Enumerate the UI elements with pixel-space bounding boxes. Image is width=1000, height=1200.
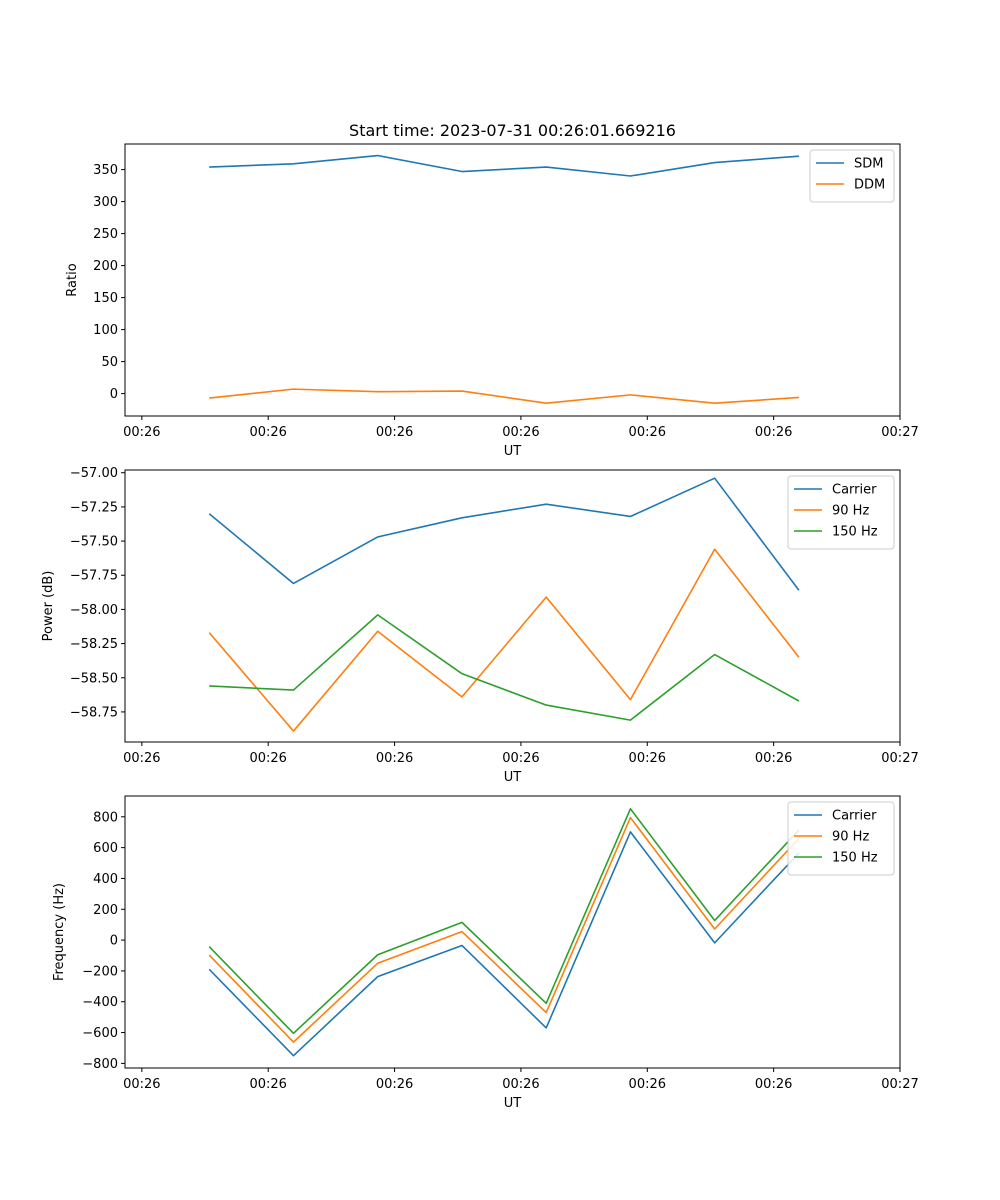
axes-frame <box>124 143 901 417</box>
y-tick-label: 200 <box>93 903 118 918</box>
y-tick-label: −58.50 <box>70 671 118 686</box>
x-tick-label: 00:26 <box>755 1077 792 1092</box>
series-line-90-hz <box>208 816 800 1043</box>
y-tick-label: −57.00 <box>70 466 118 481</box>
legend: SDM DDM <box>809 149 895 203</box>
series-line-carrier <box>208 831 800 1057</box>
legend-label: DDM <box>854 178 885 193</box>
x-tick-label: 00:26 <box>249 425 286 440</box>
legend-label: 90 Hz <box>832 830 869 845</box>
y-tick-label: 150 <box>93 291 118 306</box>
x-tick-label: 00:26 <box>502 751 539 766</box>
legend-label: 90 Hz <box>832 504 869 519</box>
y-axis-label: Frequency (Hz) <box>52 883 67 981</box>
series-line-ddm <box>209 388 799 405</box>
legend: Carrier 90 Hz 150 Hz <box>787 475 895 550</box>
x-tick-label: 00:26 <box>502 425 539 440</box>
x-tick-label: 00:26 <box>123 751 160 766</box>
axes-frame <box>124 795 901 1069</box>
legend-label: 150 Hz <box>832 525 878 540</box>
y-tick-label: 200 <box>93 259 118 274</box>
series-line-sdm <box>209 154 799 177</box>
x-axis-label: UT <box>504 770 522 785</box>
x-tick-label: 00:26 <box>629 425 666 440</box>
y-tick-label: −57.75 <box>70 569 118 584</box>
x-axis-label: UT <box>504 1096 522 1111</box>
y-tick-label: −57.25 <box>70 500 118 515</box>
y-tick-label: 800 <box>93 810 118 825</box>
chart-panel-1: Start time: 2023-07-31 00:26:01.669216 0 5… <box>65 121 919 459</box>
legend: Carrier 90 Hz 150 Hz <box>787 801 895 876</box>
chart-panel-2: −58.75 −58.50 −58.25 −58.00 −57.75 −57.50 −57.… <box>41 466 919 785</box>
y-tick-label: 0 <box>110 934 118 949</box>
legend-label: 150 Hz <box>832 851 878 866</box>
y-tick-label: 100 <box>93 323 118 338</box>
y-axis-label: Ratio <box>65 263 80 296</box>
series-line-carrier <box>208 477 800 591</box>
y-tick-label: 400 <box>93 872 118 887</box>
y-tick-label: −200 <box>82 964 118 979</box>
series-line-150-hz <box>209 614 800 721</box>
x-tick-label: 00:26 <box>249 1077 286 1092</box>
y-tick-label: −600 <box>82 1026 118 1041</box>
y-tick-label: 50 <box>101 355 118 370</box>
series-line-150-hz <box>208 807 800 1035</box>
x-tick-label: 00:26 <box>123 1077 160 1092</box>
legend-label: Carrier <box>832 809 877 824</box>
x-axis-label: UT <box>504 444 522 459</box>
x-tick-label: 00:26 <box>123 425 160 440</box>
chart-panel-3: −800 −600 −400 −200 0 200 400 600 800 00:26 00:26 0… <box>52 795 919 1111</box>
y-tick-label: −58.75 <box>70 705 118 720</box>
y-tick-label: 250 <box>93 227 118 242</box>
x-tick-label: 00:27 <box>881 751 918 766</box>
x-tick-label: 00:27 <box>881 1077 918 1092</box>
x-tick-label: 00:26 <box>376 1077 413 1092</box>
x-tick-label: 00:26 <box>376 425 413 440</box>
legend-label: SDM <box>854 157 883 172</box>
x-tick-label: 00:26 <box>755 751 792 766</box>
x-tick-label: 00:26 <box>755 425 792 440</box>
y-axis-label: Power (dB) <box>41 571 56 642</box>
x-tick-label: 00:26 <box>629 1077 666 1092</box>
legend-label: Carrier <box>832 483 877 498</box>
x-tick-label: 00:26 <box>502 1077 539 1092</box>
x-tick-label: 00:26 <box>376 751 413 766</box>
x-tick-label: 00:27 <box>881 425 918 440</box>
y-tick-label: −400 <box>82 995 118 1010</box>
series-line-90-hz <box>208 548 800 732</box>
y-tick-label: 0 <box>110 387 118 402</box>
y-tick-label: 350 <box>93 163 118 178</box>
y-tick-label: 300 <box>93 195 118 210</box>
x-tick-label: 00:26 <box>249 751 286 766</box>
y-tick-label: −57.50 <box>70 535 118 550</box>
y-tick-label: −58.00 <box>70 603 118 618</box>
chart-title: Start time: 2023-07-31 00:26:01.669216 <box>349 121 676 140</box>
y-tick-label: −58.25 <box>70 637 118 652</box>
axes-frame <box>124 469 901 743</box>
y-tick-label: −800 <box>82 1057 118 1072</box>
y-tick-label: 600 <box>93 841 118 856</box>
x-tick-label: 00:26 <box>629 751 666 766</box>
